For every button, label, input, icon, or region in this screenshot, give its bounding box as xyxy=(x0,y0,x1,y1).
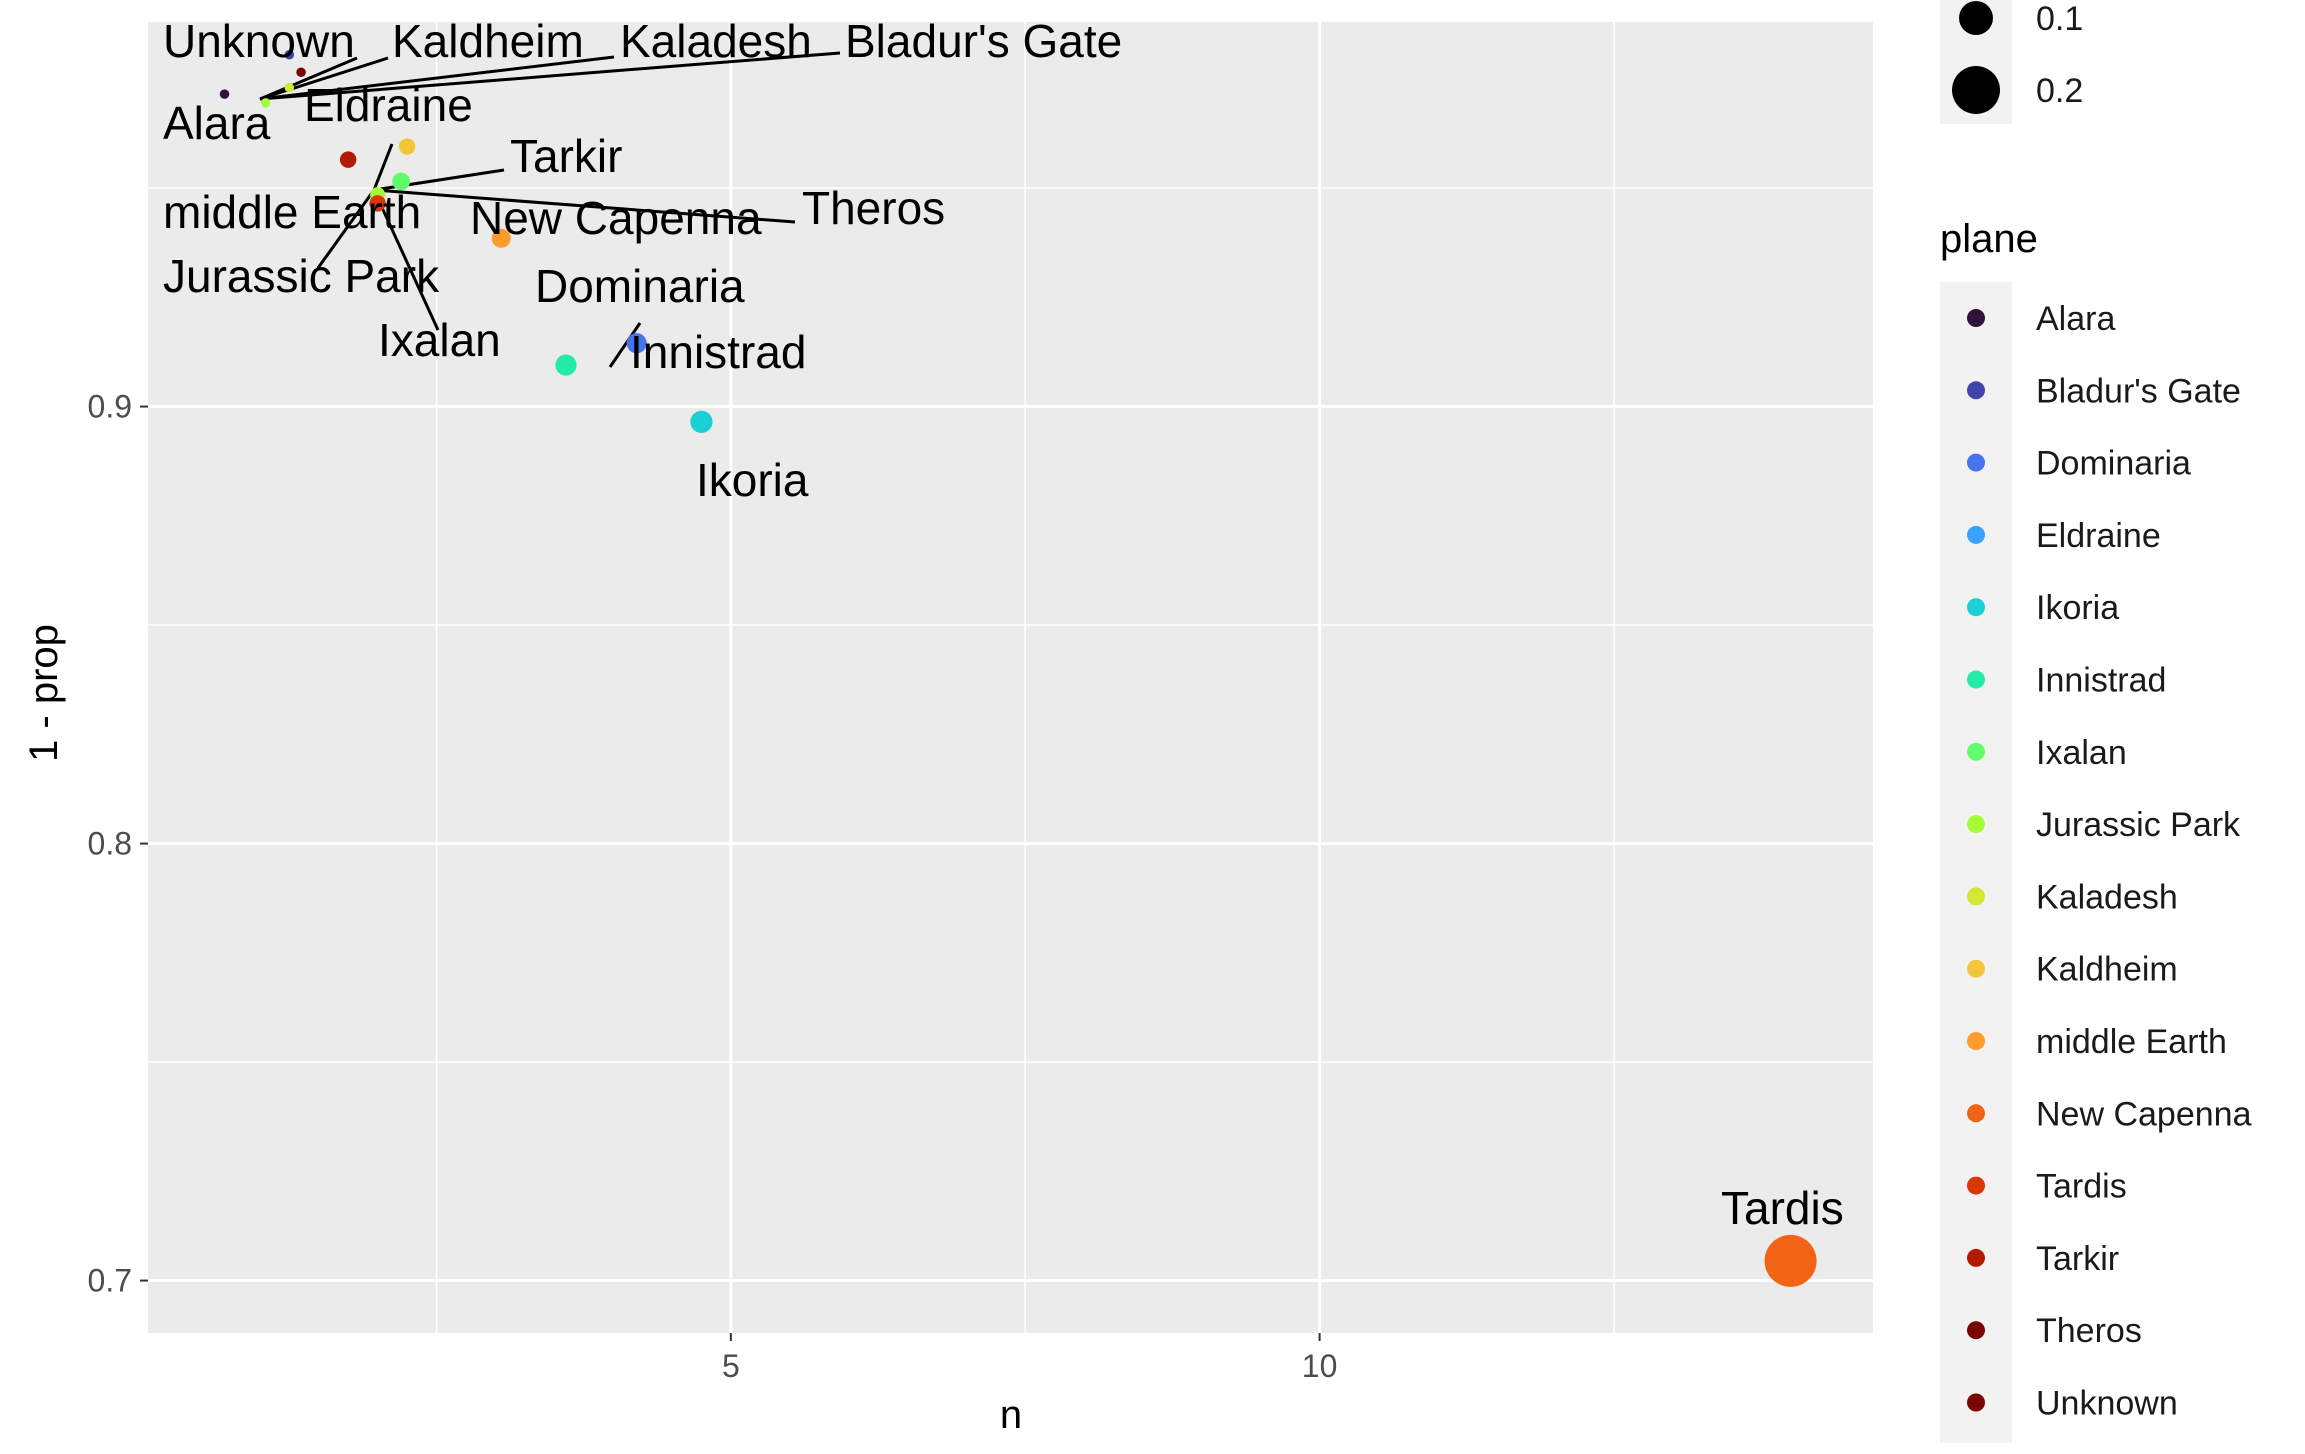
color-legend-key xyxy=(1967,1104,1985,1122)
color-legend-label: Eldraine xyxy=(2036,517,2161,555)
color-legend-key xyxy=(1967,1177,1985,1195)
y-tick-label: 0.8 xyxy=(88,826,132,862)
color-legend-label: Dominaria xyxy=(2036,445,2191,483)
size-legend-key xyxy=(1959,1,1993,35)
color-legend-label: Jurassic Park xyxy=(2036,806,2241,844)
x-tick-label: 10 xyxy=(1302,1348,1338,1384)
color-legend-key xyxy=(1967,381,1985,399)
color-legend-label: Ikoria xyxy=(2036,589,2119,627)
color-legend-key xyxy=(1967,1321,1985,1339)
color-legend-label: Alara xyxy=(2036,300,2115,338)
point-label: Eldraine xyxy=(304,79,473,131)
color-legend-key xyxy=(1967,815,1985,833)
data-point xyxy=(1765,1235,1817,1287)
color-legend-key xyxy=(1967,1032,1985,1050)
color-legend-label: middle Earth xyxy=(2036,1023,2227,1061)
y-tick-label: 0.7 xyxy=(88,1263,132,1299)
color-legend-label: Tardis xyxy=(2036,1168,2127,1206)
point-label: Kaldheim xyxy=(392,15,584,67)
size-legend-label: 0.1 xyxy=(2036,0,2083,38)
color-legend-label: Ixalan xyxy=(2036,734,2127,772)
point-label: Jurassic Park xyxy=(163,250,440,302)
x-tick-label: 5 xyxy=(722,1348,740,1384)
color-legend-key xyxy=(1967,309,1985,327)
color-legend-label: Tarkir xyxy=(2036,1240,2119,1278)
color-legend-key xyxy=(1967,887,1985,905)
point-label: Tarkir xyxy=(510,130,622,182)
data-point xyxy=(340,151,356,167)
color-legend-key xyxy=(1967,1249,1985,1267)
data-point xyxy=(690,411,712,433)
color-legend-key xyxy=(1967,454,1985,472)
point-label: Bladur's Gate xyxy=(845,15,1122,67)
point-label: Ikoria xyxy=(696,454,809,506)
color-legend-label: Theros xyxy=(2036,1312,2142,1350)
color-legend-label: Innistrad xyxy=(2036,662,2166,700)
point-label: Unknown xyxy=(163,15,355,67)
color-legend-label: Kaldheim xyxy=(2036,951,2178,989)
y-axis-title: 1 - prop xyxy=(22,624,66,762)
size-legend-key xyxy=(1952,66,2000,114)
size-legend-label: 0.2 xyxy=(2036,72,2083,110)
color-legend-key xyxy=(1967,671,1985,689)
point-label: Ixalan xyxy=(378,314,501,366)
color-legend-title: plane xyxy=(1940,217,2038,261)
x-axis-title: n xyxy=(1000,1393,1022,1437)
point-label: Tardis xyxy=(1721,1182,1844,1234)
color-legend-key xyxy=(1967,960,1985,978)
point-label: Alara xyxy=(163,97,271,149)
color-legend-label: Bladur's Gate xyxy=(2036,372,2241,410)
color-legend-key xyxy=(1967,598,1985,616)
point-label: Innistrad xyxy=(630,326,806,378)
point-label: New Capenna xyxy=(470,192,762,244)
color-legend-label: New Capenna xyxy=(2036,1095,2252,1133)
color-legend-key xyxy=(1967,526,1985,544)
point-label: middle Earth xyxy=(163,186,421,238)
color-legend-key xyxy=(1967,743,1985,761)
point-label: Dominaria xyxy=(535,260,745,312)
color-legend-label: Kaladesh xyxy=(2036,878,2178,916)
point-label: Theros xyxy=(802,182,945,234)
legend: 0.1 0.2 plane Alara Bladur's Gate Dominaria El… xyxy=(1940,0,2252,1443)
point-label: Kaladesh xyxy=(620,15,812,67)
color-legend-label: Unknown xyxy=(2036,1385,2178,1423)
data-point xyxy=(296,68,305,77)
color-legend-key xyxy=(1967,1394,1985,1412)
data-point xyxy=(399,138,415,154)
data-point xyxy=(555,354,576,375)
data-point xyxy=(285,83,294,92)
y-tick-label: 0.9 xyxy=(88,389,132,425)
